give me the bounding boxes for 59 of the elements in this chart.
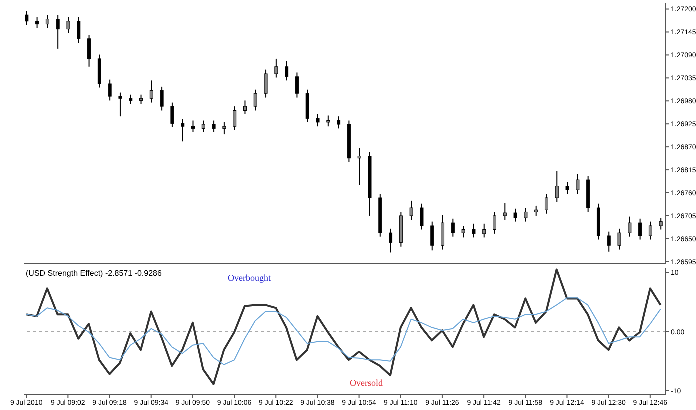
candlestick	[337, 116, 341, 130]
candlestick	[88, 34, 92, 68]
candlestick	[503, 202, 507, 221]
candlestick	[108, 79, 112, 102]
candlestick	[222, 122, 226, 136]
annotation: (USD Strength Effect) -2.8571 -0.9286	[26, 269, 162, 278]
candlestick	[648, 221, 652, 240]
candlestick	[638, 218, 642, 240]
candlestick	[326, 115, 330, 128]
candlestick	[118, 92, 122, 118]
candlestick	[576, 174, 580, 195]
candlestick	[56, 14, 60, 50]
candlestick	[628, 216, 632, 238]
candlestick	[420, 203, 424, 230]
candlestick	[46, 14, 50, 29]
candlestick	[170, 102, 174, 128]
line-series	[26, 298, 662, 366]
candlestick	[482, 223, 486, 238]
candlestick	[555, 170, 559, 203]
candlestick	[285, 60, 289, 82]
candlestick	[140, 94, 144, 105]
candlestick	[254, 89, 258, 112]
candlestick	[534, 205, 538, 216]
candlestick	[202, 120, 206, 133]
candlestick	[192, 120, 195, 133]
candlestick	[264, 69, 268, 98]
candlestick	[160, 86, 164, 112]
candlestick	[618, 228, 622, 250]
candlestick	[566, 182, 570, 195]
candlestick	[316, 114, 320, 128]
candlestick	[410, 200, 414, 221]
annotation: Overbought	[228, 273, 271, 283]
candlestick	[36, 16, 40, 29]
candlestick	[659, 218, 663, 230]
candlestick	[358, 148, 362, 186]
candlestick	[441, 214, 445, 250]
candlestick	[181, 119, 185, 142]
candlestick	[150, 80, 154, 104]
candlestick	[295, 72, 299, 98]
candlestick	[274, 58, 278, 78]
candlestick	[462, 226, 466, 238]
candlestick	[514, 208, 518, 222]
line-series	[26, 268, 662, 386]
candlestick	[544, 194, 548, 214]
candlestick	[607, 231, 611, 252]
candlestick	[77, 16, 81, 44]
annotation: Oversold	[350, 378, 383, 388]
candlestick	[524, 208, 528, 222]
candlestick	[25, 10, 29, 26]
candlestick	[212, 120, 216, 133]
candlestick	[243, 100, 247, 115]
candlestick	[389, 228, 393, 254]
candlestick	[493, 212, 497, 234]
candlestick	[472, 223, 476, 238]
candlestick	[451, 218, 455, 238]
candlestick	[129, 94, 133, 105]
candlestick	[430, 221, 434, 252]
candlestick	[233, 106, 237, 131]
candlestick	[66, 16, 70, 34]
